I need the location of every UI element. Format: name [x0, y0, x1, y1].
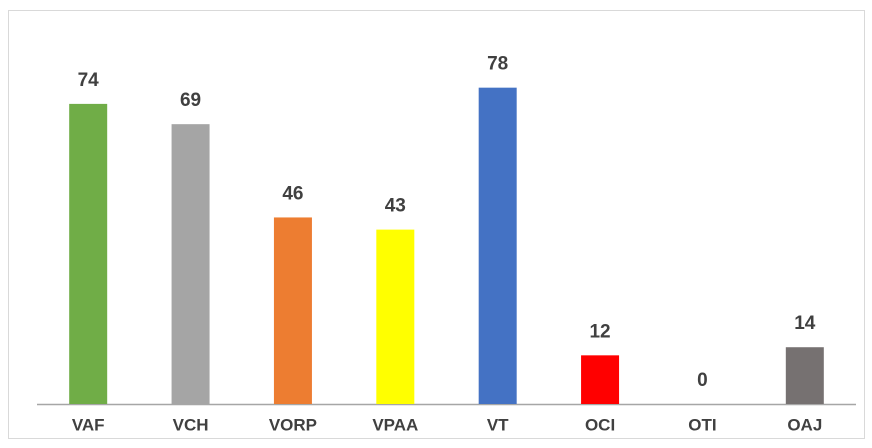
x-tick-label: OCI [585, 415, 615, 434]
x-tick-label: VORP [269, 415, 317, 434]
bar [69, 103, 108, 404]
value-label: 12 [589, 321, 610, 342]
value-label: 74 [78, 70, 100, 91]
bar [785, 347, 824, 404]
x-tick-label: VT [487, 415, 509, 434]
x-tick-label: VPAA [372, 415, 418, 434]
value-label: 43 [385, 196, 406, 217]
x-tick-label: OTI [688, 415, 716, 434]
bar [273, 217, 312, 404]
x-tick-label: VAF [72, 415, 105, 434]
bar [478, 87, 517, 405]
value-label: 78 [487, 54, 508, 75]
value-label: 14 [794, 313, 816, 334]
x-tick-label: VCH [173, 415, 209, 434]
value-label: 46 [282, 183, 303, 204]
value-label: 69 [180, 90, 201, 111]
value-label: 0 [697, 370, 708, 391]
bar [376, 229, 415, 404]
bar [581, 355, 620, 404]
chart-border [8, 10, 865, 439]
bar [171, 124, 210, 405]
x-tick-label: OAJ [787, 415, 822, 434]
